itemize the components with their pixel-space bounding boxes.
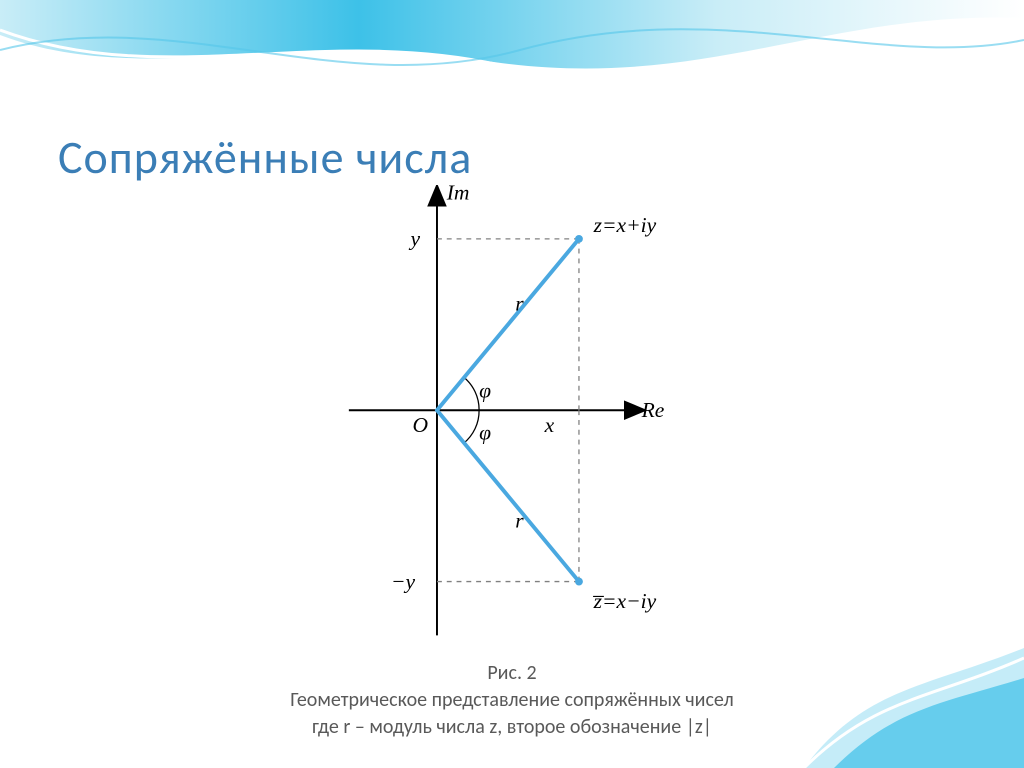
label-r-lower: r bbox=[515, 509, 524, 533]
label-y: y bbox=[409, 227, 421, 251]
point-z bbox=[575, 235, 583, 243]
angle-arc-upper bbox=[463, 377, 479, 410]
label-x: x bbox=[544, 413, 555, 437]
complex-plane-diagram: Im Re O y −y x r r φ φ z=x+iy z̅=x−iy bbox=[330, 185, 730, 655]
label-im: Im bbox=[446, 185, 470, 205]
label-phi-upper: φ bbox=[479, 378, 491, 402]
vector-z bbox=[437, 239, 579, 410]
decor-top bbox=[0, 0, 1024, 120]
angle-arc-lower bbox=[463, 410, 479, 443]
caption-line-2: Геометрическое представление сопряжённых… bbox=[0, 687, 1024, 714]
vector-z-bar bbox=[437, 410, 579, 581]
label-r-upper: r bbox=[515, 291, 524, 315]
figure-caption: Рис. 2 Геометрическое представление сопр… bbox=[0, 660, 1024, 741]
caption-line-3: где r – модуль числа z, второе обозначен… bbox=[0, 714, 1024, 741]
label-z-bar: z̅=x−iy bbox=[592, 589, 656, 613]
caption-line-1: Рис. 2 bbox=[0, 660, 1024, 687]
slide: Сопряжённые числа Im Re O y −y x r bbox=[0, 0, 1024, 768]
label-phi-lower: φ bbox=[479, 421, 491, 445]
label-neg-y: −y bbox=[391, 569, 416, 593]
label-re: Re bbox=[641, 398, 665, 422]
label-origin: O bbox=[413, 413, 429, 437]
point-z-bar bbox=[575, 578, 583, 586]
slide-title: Сопряжённые числа bbox=[58, 130, 472, 186]
label-z: z=x+iy bbox=[593, 213, 657, 237]
